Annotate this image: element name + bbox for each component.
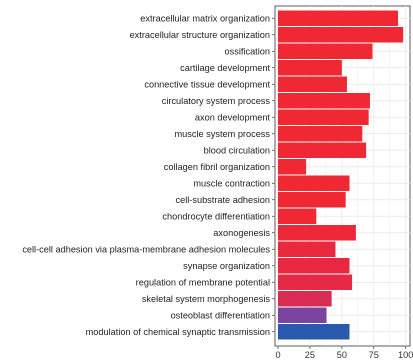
category-label: extracellular structure organization bbox=[130, 30, 270, 40]
bar bbox=[278, 142, 367, 158]
category-label: blood circulation bbox=[204, 145, 270, 155]
bar bbox=[278, 291, 332, 307]
category-label: muscle contraction bbox=[193, 178, 270, 188]
bar bbox=[278, 307, 327, 323]
x-tick-label: 100 bbox=[398, 350, 413, 360]
category-label: axon development bbox=[195, 112, 271, 122]
x-axis-ticks: 0 25 50 75 100 bbox=[275, 346, 413, 360]
category-label: cell-cell adhesion via plasma-membrane a… bbox=[22, 244, 270, 254]
category-label: skeletal system morphogenesis bbox=[142, 294, 271, 304]
bar bbox=[278, 225, 356, 241]
category-label: cell-substrate adhesion bbox=[176, 195, 270, 205]
x-tick-label: 50 bbox=[337, 350, 347, 360]
category-label: cartilage development bbox=[180, 63, 270, 73]
bar bbox=[278, 175, 350, 191]
category-label: osteoblast differentiation bbox=[171, 310, 270, 320]
bar bbox=[278, 10, 399, 26]
x-tick-label: 0 bbox=[275, 350, 280, 360]
bar bbox=[278, 76, 347, 92]
bar bbox=[278, 126, 363, 142]
bar bbox=[278, 159, 307, 175]
category-label: collagen fibril organization bbox=[164, 162, 270, 172]
category-label: modulation of chemical synaptic transmis… bbox=[86, 327, 270, 337]
bar bbox=[278, 192, 346, 208]
bar bbox=[278, 208, 317, 224]
x-tick-label: 75 bbox=[369, 350, 379, 360]
bar bbox=[278, 27, 404, 43]
bar bbox=[278, 109, 369, 125]
category-label: extracellular matrix organization bbox=[140, 13, 270, 23]
category-label: circulatory system process bbox=[162, 96, 271, 106]
bar bbox=[278, 241, 336, 257]
x-tick-label: 25 bbox=[305, 350, 315, 360]
bars bbox=[278, 10, 404, 340]
bar bbox=[278, 93, 370, 109]
category-label: chondrocyte differentiation bbox=[162, 211, 270, 221]
bar bbox=[278, 324, 350, 340]
bar bbox=[278, 60, 342, 76]
category-label: connective tissue development bbox=[144, 79, 270, 89]
bar bbox=[278, 43, 373, 59]
bar bbox=[278, 274, 353, 290]
category-label: muscle system process bbox=[175, 129, 271, 139]
category-labels: extracellular matrix organization extrace… bbox=[22, 13, 275, 337]
bar bbox=[278, 258, 350, 274]
category-label: ossification bbox=[225, 46, 270, 56]
category-label: synapse organization bbox=[183, 261, 270, 271]
category-label: axonogenesis bbox=[213, 228, 270, 238]
category-label: regulation of membrane potential bbox=[136, 277, 270, 287]
